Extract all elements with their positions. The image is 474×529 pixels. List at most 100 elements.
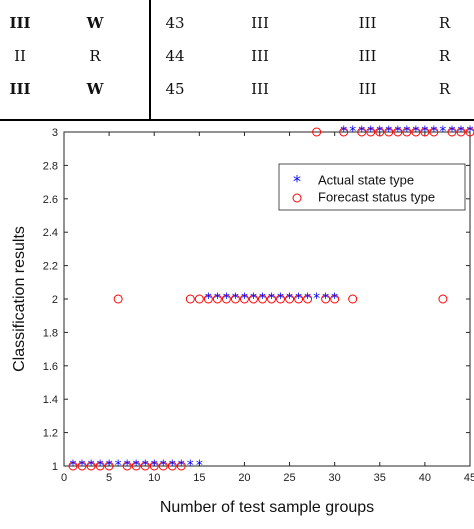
actual-point: * [151, 458, 158, 474]
x-tick-label: 10 [148, 472, 160, 484]
legend-entry-actual: Actual state type [318, 172, 414, 187]
table-cell: III [358, 79, 377, 98]
actual-point: * [187, 458, 194, 474]
legend: * Actual state type Forecast status type [278, 163, 466, 211]
forecast-point [366, 127, 376, 137]
table-cell: III [251, 13, 269, 32]
actual-point: * [259, 291, 266, 307]
legend-marker-forecast [292, 193, 302, 203]
table-cell: III [9, 79, 31, 98]
x-tick-label: 30 [329, 472, 341, 484]
forecast-point [203, 294, 213, 304]
forecast-point [95, 461, 105, 471]
actual-point: * [268, 291, 275, 307]
actual-point: * [277, 291, 284, 307]
actual-point: * [214, 291, 221, 307]
forecast-point [194, 294, 204, 304]
actual-point: * [457, 124, 464, 140]
table-bottom-rule [0, 119, 474, 121]
table-cell: III [251, 79, 269, 98]
table-cell: III [9, 13, 31, 32]
forecast-point [276, 294, 286, 304]
y-tick-label: 2.8 [43, 160, 58, 172]
forecast-point [104, 461, 114, 471]
actual-point: * [349, 124, 356, 140]
forecast-point [257, 294, 267, 304]
forecast-point [158, 461, 168, 471]
actual-point: * [394, 124, 401, 140]
actual-point: * [367, 124, 374, 140]
x-tick-label: 15 [193, 472, 205, 484]
data-table-section: III W 43 III III R II R 44 III III R III W 45 III III R [0, 0, 474, 122]
forecast-point [167, 461, 177, 471]
y-tick-label: 1.6 [43, 361, 58, 373]
actual-point: * [178, 458, 185, 474]
table-row: III W 45 III III R [0, 72, 474, 105]
x-tick-label: 0 [61, 472, 67, 484]
actual-point: * [79, 458, 86, 474]
forecast-point [285, 294, 295, 304]
table-cell: 44 [165, 46, 185, 65]
forecast-point [348, 294, 358, 304]
actual-point: * [106, 458, 113, 474]
axis-ticks: 0 5 10 15 20 25 30 35 40 45 1 1.2 1.4 1.6 1.8 2 2.2 2.4 2.… [43, 127, 474, 484]
forecast-point [330, 294, 340, 304]
forecast-point [131, 461, 141, 471]
actual-point: * [142, 458, 149, 474]
forecast-point [465, 127, 474, 137]
forecast-point [447, 127, 457, 137]
forecast-point [68, 461, 78, 471]
actual-point: * [115, 458, 122, 474]
table-cell: R [438, 46, 451, 65]
forecast-point [339, 127, 349, 137]
actual-point: * [313, 291, 320, 307]
forecast-point [239, 294, 249, 304]
x-tick-label: 20 [238, 472, 250, 484]
forecast-point [321, 294, 331, 304]
table-row: III W 43 III III R [0, 6, 474, 39]
y-tick-label: 3 [52, 127, 58, 139]
y-tick-label: 2.4 [43, 227, 58, 239]
forecast-point [176, 461, 186, 471]
forecast-point [86, 461, 96, 471]
y-tick-label: 2.2 [43, 261, 58, 273]
forecast-point [303, 294, 313, 304]
x-tick-label: 40 [419, 472, 431, 484]
actual-point: * [169, 458, 176, 474]
actual-point: * [160, 458, 167, 474]
forecast-point [149, 461, 159, 471]
actual-point: * [241, 291, 248, 307]
data-marks: * * * * * * * * * * * * * * ** * * * * * * * * * * * * * ** * * * * * * * * *… [68, 124, 474, 474]
actual-point: * [385, 124, 392, 140]
forecast-point [393, 127, 403, 137]
forecast-point [429, 127, 439, 137]
y-tick-label: 1.8 [43, 327, 58, 339]
y-tick-label: 2.6 [43, 194, 58, 206]
actual-point: * [421, 124, 428, 140]
y-tick-label: 1 [52, 461, 58, 473]
forecast-point [456, 127, 466, 137]
legend-marker-actual: * [293, 172, 301, 191]
data-table: III W 43 III III R II R 44 III III R III W 45 III III R [0, 6, 474, 105]
actual-point: * [196, 458, 203, 474]
x-tick-label: 35 [374, 472, 386, 484]
actual-point: * [232, 291, 239, 307]
actual-point: * [340, 124, 347, 140]
forecast-point [221, 294, 231, 304]
table-cell: III [358, 13, 377, 32]
x-tick-label: 25 [283, 472, 295, 484]
actual-point: * [205, 291, 212, 307]
actual-point: * [286, 291, 293, 307]
forecast-point [140, 461, 150, 471]
table-cell: III [251, 46, 269, 65]
table-vertical-divider [149, 0, 151, 119]
actual-point: * [70, 458, 77, 474]
table-cell: II [14, 46, 26, 65]
forecast-point [438, 294, 448, 304]
actual-point: * [412, 124, 419, 140]
y-tick-label: 2 [52, 294, 58, 306]
forecast-point [402, 127, 412, 137]
actual-point: * [448, 124, 455, 140]
forecast-point [375, 127, 385, 137]
classification-chart: 0 5 10 15 20 25 30 35 40 45 1 1.2 1.4 1.6 1.8 2 2.2 2.4 2.… [11, 124, 474, 516]
